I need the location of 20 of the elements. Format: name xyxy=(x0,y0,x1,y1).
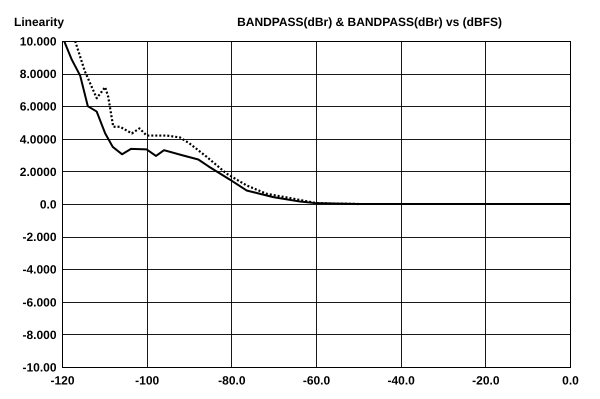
y-tick-label: -10.00 xyxy=(22,360,57,374)
text: BANDPASS(dBr) & BANDPASS(dBr) vs (dBFS) xyxy=(237,15,502,29)
y-tick-label: -4.000 xyxy=(22,262,57,277)
y-tick-label: 8.0000 xyxy=(20,67,57,82)
chart-title: Linearity xyxy=(14,15,64,29)
y-tick-label: -2.000 xyxy=(22,230,57,244)
x-tick-label: -40.0 xyxy=(387,374,416,388)
x-tick-label: -20.0 xyxy=(472,374,500,388)
y-tick-label: -6.000 xyxy=(22,295,57,310)
x-tick-label: -100 xyxy=(135,374,160,388)
x-tick-label: -120 xyxy=(50,374,75,388)
y-tick-label: 10.000 xyxy=(20,34,57,48)
x-tick-label: 0.0 xyxy=(562,374,580,388)
y-tick-label: 4.0000 xyxy=(20,132,57,146)
y-tick-label: -8.000 xyxy=(22,328,57,342)
y-tick-label: 2.0000 xyxy=(20,164,57,179)
x-tick-label: -60.0 xyxy=(302,374,330,388)
y-tick-label: 6.0000 xyxy=(20,100,57,114)
y-tick-label: 0.0 xyxy=(40,198,57,212)
x-tick-label: -80.0 xyxy=(218,374,246,388)
